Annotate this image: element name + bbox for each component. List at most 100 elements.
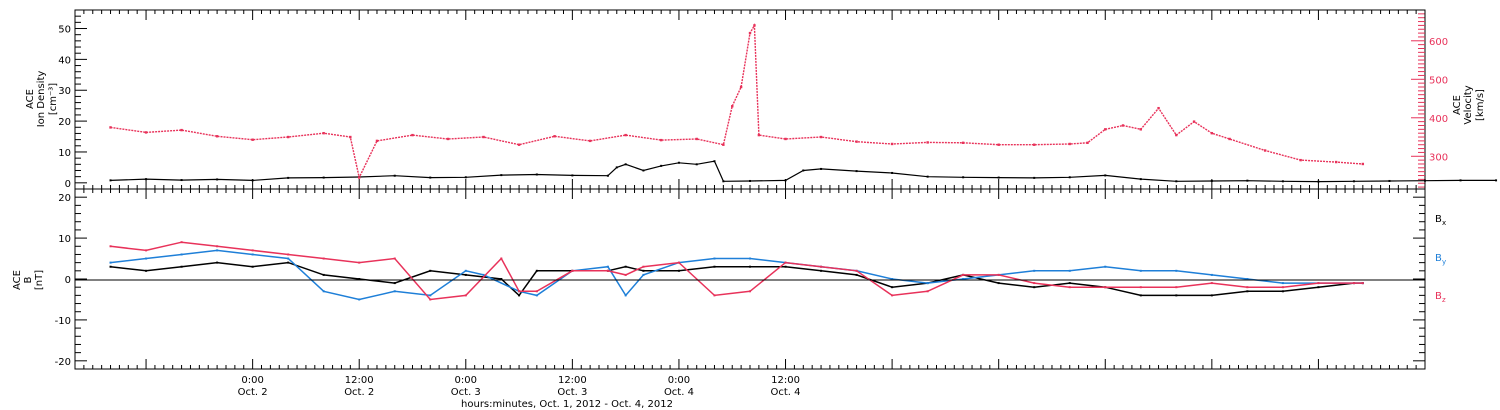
bz-point — [1317, 282, 1320, 285]
x-tick-date: Oct. 3 — [557, 387, 587, 398]
bx-point — [855, 273, 858, 276]
x-axis-label: hours:minutes, Oct. 1, 2012 - Oct. 4, 20… — [461, 399, 673, 410]
bx-point — [713, 265, 716, 268]
velocity-point — [180, 128, 183, 132]
top-right-ylabel-3: [km/s] — [1475, 89, 1486, 121]
velocity-line — [110, 22, 1363, 180]
by-point — [713, 257, 716, 260]
bz-point — [642, 265, 645, 268]
legend-bx-sub: x — [1442, 219, 1446, 227]
bx-point — [535, 269, 538, 272]
velocity-point — [731, 105, 734, 108]
bz-point — [1210, 282, 1213, 285]
top-right-ylabel-1: ACE — [1452, 95, 1463, 115]
x-tick-time: 0:00 — [241, 375, 263, 386]
bz-point — [997, 273, 1000, 276]
bx-point — [1317, 286, 1320, 289]
bz-point — [820, 265, 823, 268]
bx-point — [624, 265, 627, 268]
bx-point — [891, 286, 894, 289]
bx-point — [500, 278, 503, 280]
velocity-tick-label: 500 — [1429, 75, 1448, 86]
bz-point — [891, 294, 894, 297]
bottom-ylabel-2: B — [23, 276, 34, 283]
by-point — [429, 294, 432, 297]
bz-point — [287, 253, 290, 256]
velocity-tick-label: 600 — [1429, 37, 1448, 48]
bz-point — [926, 290, 929, 293]
density-tick-label: 10 — [58, 148, 71, 159]
by-point — [393, 290, 396, 293]
velocity-point — [757, 133, 761, 137]
velocity-point — [695, 137, 698, 141]
x-tick-time: 12:00 — [558, 375, 587, 386]
bz-point — [1361, 282, 1364, 285]
density-line — [110, 160, 1497, 183]
bz-point — [322, 257, 325, 260]
legend-by: B y — [1435, 253, 1446, 266]
by-point — [606, 265, 609, 268]
legend-bx: B x — [1435, 214, 1446, 227]
velocity-point — [624, 133, 627, 137]
velocity-point — [251, 138, 254, 141]
b-tick-label: 0 — [65, 275, 71, 286]
velocity-point — [1228, 137, 1231, 141]
density-tick-label: 0 — [65, 179, 71, 190]
x-tick-time: 12:00 — [345, 375, 374, 386]
bz-point — [429, 298, 432, 301]
bz-point — [500, 257, 503, 260]
by-point — [535, 294, 538, 297]
density-series — [109, 160, 1498, 183]
bz-point — [393, 257, 396, 260]
bx-point — [1139, 294, 1142, 297]
by-point — [1068, 269, 1071, 272]
by-point — [962, 278, 965, 280]
velocity-tick-label: 400 — [1429, 114, 1448, 125]
bz-point — [713, 294, 716, 297]
by-point — [1104, 265, 1107, 268]
bottom-ylabel-3: [nT] — [34, 270, 45, 290]
by-point — [358, 298, 361, 301]
velocity-point — [215, 135, 219, 138]
x-tick-date: Oct. 2 — [344, 387, 374, 398]
velocity-point — [588, 139, 592, 143]
top-left-ylabel-2: Ion Density — [36, 71, 47, 128]
bx-point — [642, 269, 645, 272]
by-point — [1175, 269, 1178, 272]
density-tick-label: 50 — [58, 25, 71, 36]
velocity-series — [109, 22, 1365, 180]
top-panel-ticks: 0 10 20 30 40 50 300 400 500 600 — [58, 13, 1448, 190]
velocity-point — [375, 139, 379, 143]
x-tick-date: Oct. 4 — [771, 387, 801, 398]
bottom-ylabel-1: ACE — [12, 270, 23, 290]
b-tick-label: -20 — [55, 357, 71, 368]
density-tick-label: 30 — [58, 86, 71, 97]
velocity-point — [784, 137, 787, 141]
velocity-point — [144, 131, 148, 134]
bx-point — [820, 269, 823, 272]
velocity-point — [1361, 162, 1365, 166]
bottom-panel-frame — [74, 188, 1426, 370]
bz-point — [677, 261, 680, 264]
by-point — [109, 261, 112, 264]
bz-point — [855, 269, 858, 272]
x-tick-time: 0:00 — [668, 375, 690, 386]
velocity-point — [1033, 143, 1036, 146]
top-left-ylabel-3: [cm⁻³] — [48, 83, 59, 115]
bottom-panel-ticks: -20 -10 0 10 20 — [55, 188, 1425, 370]
bz-point — [251, 249, 254, 252]
velocity-point — [517, 143, 521, 146]
top-panel-frame — [74, 9, 1426, 190]
bz-point — [109, 245, 112, 248]
bx-point — [749, 265, 751, 268]
bx-point — [180, 265, 183, 268]
bz-point — [571, 269, 574, 272]
top-left-ylabel-1: ACE — [25, 89, 36, 109]
b-tick-label: 20 — [58, 193, 71, 204]
bz-point — [358, 261, 361, 264]
velocity-point — [553, 135, 556, 138]
by-point — [891, 278, 894, 280]
by-point — [642, 273, 645, 276]
